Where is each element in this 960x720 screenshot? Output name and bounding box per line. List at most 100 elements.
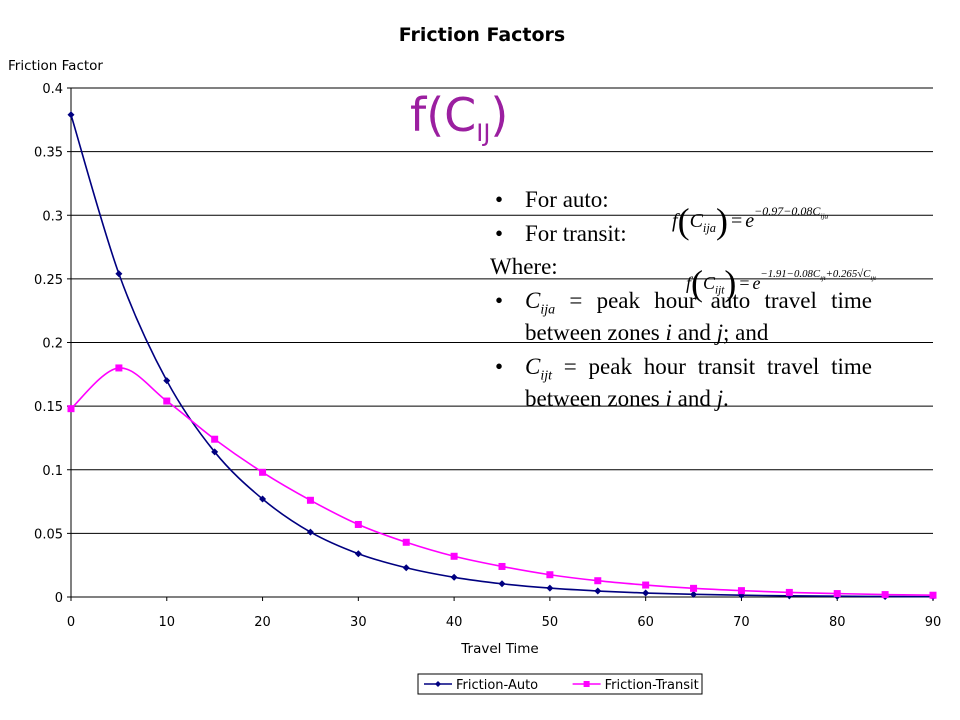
- x-tick-label: 30: [350, 615, 367, 630]
- slide-body: For auto: For transit: Where: Cija = pea…: [490, 186, 872, 413]
- bullet-transit-label: For transit:: [525, 220, 627, 246]
- y-tick-label: 0.1: [42, 464, 63, 479]
- bullet-transit: For transit:: [490, 220, 872, 248]
- friction-transit-point: [929, 591, 937, 599]
- friction-auto-point: [690, 590, 698, 598]
- y-tick-label: 0: [55, 591, 63, 606]
- friction-transit-point: [642, 581, 650, 589]
- y-tick-label: 0.35: [34, 146, 63, 161]
- equation-auto: f(Cija) = e−0.97−0.08Cija: [672, 201, 829, 241]
- x-tick-label: 20: [254, 615, 271, 630]
- where-label: Where:: [490, 253, 872, 281]
- eq-transit-exponent-tail-sub: ijt: [870, 275, 876, 283]
- slide-heading-close: ): [490, 88, 509, 142]
- bullet-auto-label: For auto:: [525, 187, 609, 212]
- friction-transit-point: [737, 587, 745, 595]
- y-tick-label: 0.05: [34, 527, 63, 542]
- x-tick-label: 70: [733, 615, 750, 630]
- friction-transit-point: [833, 590, 841, 598]
- eq-transit-exponent: −1.91−0.08C: [760, 268, 821, 280]
- x-tick-label: 80: [829, 615, 846, 630]
- friction-transit-point: [690, 584, 698, 592]
- slide-heading-text: f(C: [410, 88, 477, 142]
- friction-transit-point: [881, 591, 889, 599]
- y-axis-title: Friction Factor: [8, 58, 103, 74]
- friction-auto-point: [354, 550, 362, 558]
- friction-auto-point: [67, 111, 75, 119]
- def-auto-and: and: [671, 320, 717, 346]
- legend: Friction-Auto Friction-Transit: [417, 673, 703, 695]
- friction-transit-point: [498, 562, 506, 570]
- friction-auto-point: [498, 580, 506, 588]
- friction-transit-point: [402, 538, 410, 546]
- x-tick-label: 90: [925, 615, 942, 630]
- friction-transit-point: [450, 552, 458, 560]
- tick-labels: 0 0.05 0.1 0.15 0.2 0.25 0.3 0.35 0.4 0 10 20 30 40 50…: [34, 82, 941, 630]
- x-tick-label: 60: [637, 615, 654, 630]
- def-transit-and: and: [671, 386, 717, 412]
- friction-transit-point: [163, 397, 171, 405]
- y-tick-label: 0.2: [42, 337, 63, 352]
- def-auto-var-sub: ija: [540, 302, 556, 318]
- friction-auto-point: [594, 587, 602, 595]
- eq-auto-exponent-sub: ija: [820, 211, 829, 221]
- equation-transit: f(Cijt) = e−1.91−0.08Cijt+0.265√Cijt: [686, 263, 876, 303]
- friction-transit-point: [67, 405, 75, 413]
- def-auto-j: j: [716, 320, 723, 346]
- def-transit-var-sub: ijt: [540, 368, 553, 384]
- friction-transit-point: [785, 588, 793, 596]
- chart-title: Friction Factors: [399, 24, 565, 46]
- friction-transit-point: [354, 520, 362, 528]
- x-tick-label: 40: [446, 615, 463, 630]
- eq-auto-exponent: −0.97−0.08C: [754, 204, 821, 218]
- friction-transit-legend-marker: [583, 681, 590, 687]
- def-transit-var: C: [525, 353, 541, 379]
- friction-transit-point: [594, 577, 602, 585]
- friction-transit-point: [306, 496, 314, 504]
- friction-auto-point: [546, 584, 554, 592]
- friction-auto-line: [70, 114, 934, 598]
- friction-auto-legend-marker: [435, 681, 441, 687]
- def-auto-i: i: [665, 320, 672, 346]
- slide-heading: f(CIJ): [410, 92, 508, 145]
- def-auto-var: C: [525, 287, 541, 313]
- friction-auto-point: [163, 377, 171, 385]
- friction-transit-point: [259, 468, 267, 476]
- def-transit-i: i: [665, 386, 672, 412]
- friction-auto-point: [450, 573, 458, 581]
- definition-auto: Cija = peak hour auto travel time betwee…: [490, 287, 872, 347]
- y-tick-label: 0.3: [42, 209, 63, 224]
- where-text: Where:: [490, 254, 558, 280]
- friction-auto-point: [402, 564, 410, 572]
- friction-auto-point: [211, 448, 219, 456]
- def-transit-text: = peak hour transit travel time between …: [525, 353, 872, 412]
- def-transit-j: j: [716, 386, 723, 412]
- friction-transit-legend-label: Friction-Transit: [605, 678, 699, 693]
- def-transit-end: .: [723, 386, 729, 412]
- legend-box: [417, 673, 703, 695]
- x-tick-label: 10: [159, 615, 176, 630]
- eq-transit-exponent-sub: ijt: [820, 275, 826, 283]
- def-auto-end: ; and: [723, 320, 769, 346]
- eq-transit-exponent-tail: +0.265√C: [825, 268, 871, 280]
- y-tick-label: 0.15: [34, 400, 63, 415]
- definition-transit: Cijt = peak hour transit travel time bet…: [490, 353, 872, 413]
- series-lines: [67, 111, 937, 601]
- slide-heading-subscript: IJ: [476, 119, 491, 147]
- friction-transit-point: [546, 571, 554, 579]
- bullet-auto: For auto:: [490, 186, 872, 214]
- friction-transit-point: [115, 364, 123, 372]
- x-tick-label: 0: [67, 615, 75, 630]
- y-tick-label: 0.25: [34, 273, 63, 288]
- y-tick-label: 0.4: [42, 82, 63, 97]
- friction-transit-point: [211, 435, 219, 443]
- friction-auto-point: [259, 495, 267, 503]
- friction-auto-point: [306, 528, 314, 536]
- friction-auto-point: [115, 270, 123, 278]
- friction-auto-legend-label: Friction-Auto: [456, 678, 538, 693]
- def-auto-text: = peak hour auto travel time between zon…: [525, 287, 872, 346]
- x-tick-label: 50: [542, 615, 559, 630]
- friction-auto-point: [642, 589, 650, 597]
- x-axis-title: Travel Time: [460, 641, 538, 657]
